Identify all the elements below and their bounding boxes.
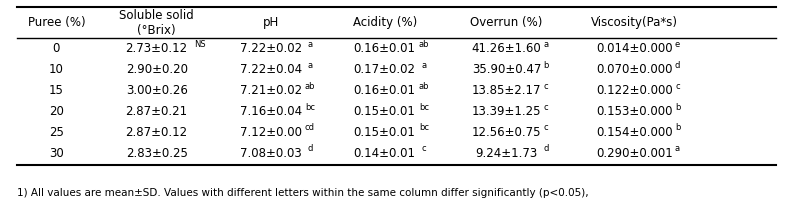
Text: 7.12±0.00: 7.12±0.00: [240, 126, 301, 139]
Text: 7.22±0.04: 7.22±0.04: [240, 63, 301, 76]
Text: ab: ab: [419, 40, 429, 49]
Text: 0.17±0.02: 0.17±0.02: [353, 63, 416, 76]
Text: 15: 15: [49, 84, 64, 97]
Text: 20: 20: [49, 105, 64, 118]
Text: 30: 30: [49, 147, 64, 160]
Text: c: c: [544, 123, 548, 133]
Text: 35.90±0.47: 35.90±0.47: [472, 63, 541, 76]
Text: 9.24±1.73: 9.24±1.73: [476, 147, 537, 160]
Text: ab: ab: [419, 82, 429, 91]
Text: 7.22±0.02: 7.22±0.02: [240, 42, 301, 55]
Text: 2.83±0.25: 2.83±0.25: [125, 147, 188, 160]
Text: d: d: [307, 144, 312, 153]
Text: 7.21±0.02: 7.21±0.02: [240, 84, 301, 97]
Text: c: c: [421, 144, 426, 153]
Text: NS: NS: [194, 40, 206, 49]
Text: 0.14±0.01: 0.14±0.01: [353, 147, 416, 160]
Text: ab: ab: [305, 82, 316, 91]
Text: 2.90±0.20: 2.90±0.20: [125, 63, 188, 76]
Text: Puree (%): Puree (%): [28, 16, 85, 29]
Text: 10: 10: [49, 63, 64, 76]
Text: Soluble solid
(°Brix): Soluble solid (°Brix): [119, 9, 194, 37]
Text: 2.73±0.12: 2.73±0.12: [125, 42, 188, 55]
Text: bc: bc: [419, 123, 429, 133]
Text: a: a: [421, 61, 427, 70]
Text: 0.014±0.000: 0.014±0.000: [596, 42, 672, 55]
Text: 0.15±0.01: 0.15±0.01: [353, 105, 416, 118]
Text: a: a: [308, 40, 312, 49]
Text: 0.290±0.001: 0.290±0.001: [596, 147, 673, 160]
Text: pH: pH: [263, 16, 279, 29]
Text: b: b: [675, 123, 680, 133]
Text: e: e: [675, 40, 680, 49]
Text: 2.87±0.21: 2.87±0.21: [125, 105, 188, 118]
Text: 0.154±0.000: 0.154±0.000: [596, 126, 672, 139]
Text: a: a: [308, 61, 312, 70]
Text: 7.08±0.03: 7.08±0.03: [240, 147, 301, 160]
Text: bc: bc: [305, 103, 315, 112]
Text: 12.56±0.75: 12.56±0.75: [472, 126, 541, 139]
Text: 0.122±0.000: 0.122±0.000: [596, 84, 673, 97]
Text: 13.85±2.17: 13.85±2.17: [472, 84, 541, 97]
Text: 41.26±1.60: 41.26±1.60: [472, 42, 541, 55]
Text: c: c: [544, 82, 548, 91]
Text: 13.39±1.25: 13.39±1.25: [472, 105, 541, 118]
Text: a: a: [675, 144, 680, 153]
Text: c: c: [544, 103, 548, 112]
Text: 3.00±0.26: 3.00±0.26: [125, 84, 188, 97]
Text: a: a: [544, 40, 548, 49]
Text: 0: 0: [53, 42, 60, 55]
Text: 2.87±0.12: 2.87±0.12: [125, 126, 188, 139]
Text: Viscosity(Pa*s): Viscosity(Pa*s): [591, 16, 678, 29]
Text: 0.153±0.000: 0.153±0.000: [596, 105, 672, 118]
Text: Overrun (%): Overrun (%): [470, 16, 543, 29]
Text: bc: bc: [419, 103, 429, 112]
Text: d: d: [675, 61, 680, 70]
Text: b: b: [675, 103, 680, 112]
Text: 25: 25: [49, 126, 64, 139]
Text: b: b: [543, 61, 548, 70]
Text: c: c: [675, 82, 680, 91]
Text: cd: cd: [305, 123, 315, 133]
Text: d: d: [543, 144, 548, 153]
Text: 7.16±0.04: 7.16±0.04: [240, 105, 301, 118]
Text: Acidity (%): Acidity (%): [353, 16, 417, 29]
Text: 0.16±0.01: 0.16±0.01: [353, 84, 416, 97]
Text: 0.15±0.01: 0.15±0.01: [353, 126, 416, 139]
Text: 0.16±0.01: 0.16±0.01: [353, 42, 416, 55]
Text: 0.070±0.000: 0.070±0.000: [596, 63, 672, 76]
Text: 1) All values are mean±SD. Values with different letters within the same column : 1) All values are mean±SD. Values with d…: [17, 188, 589, 198]
